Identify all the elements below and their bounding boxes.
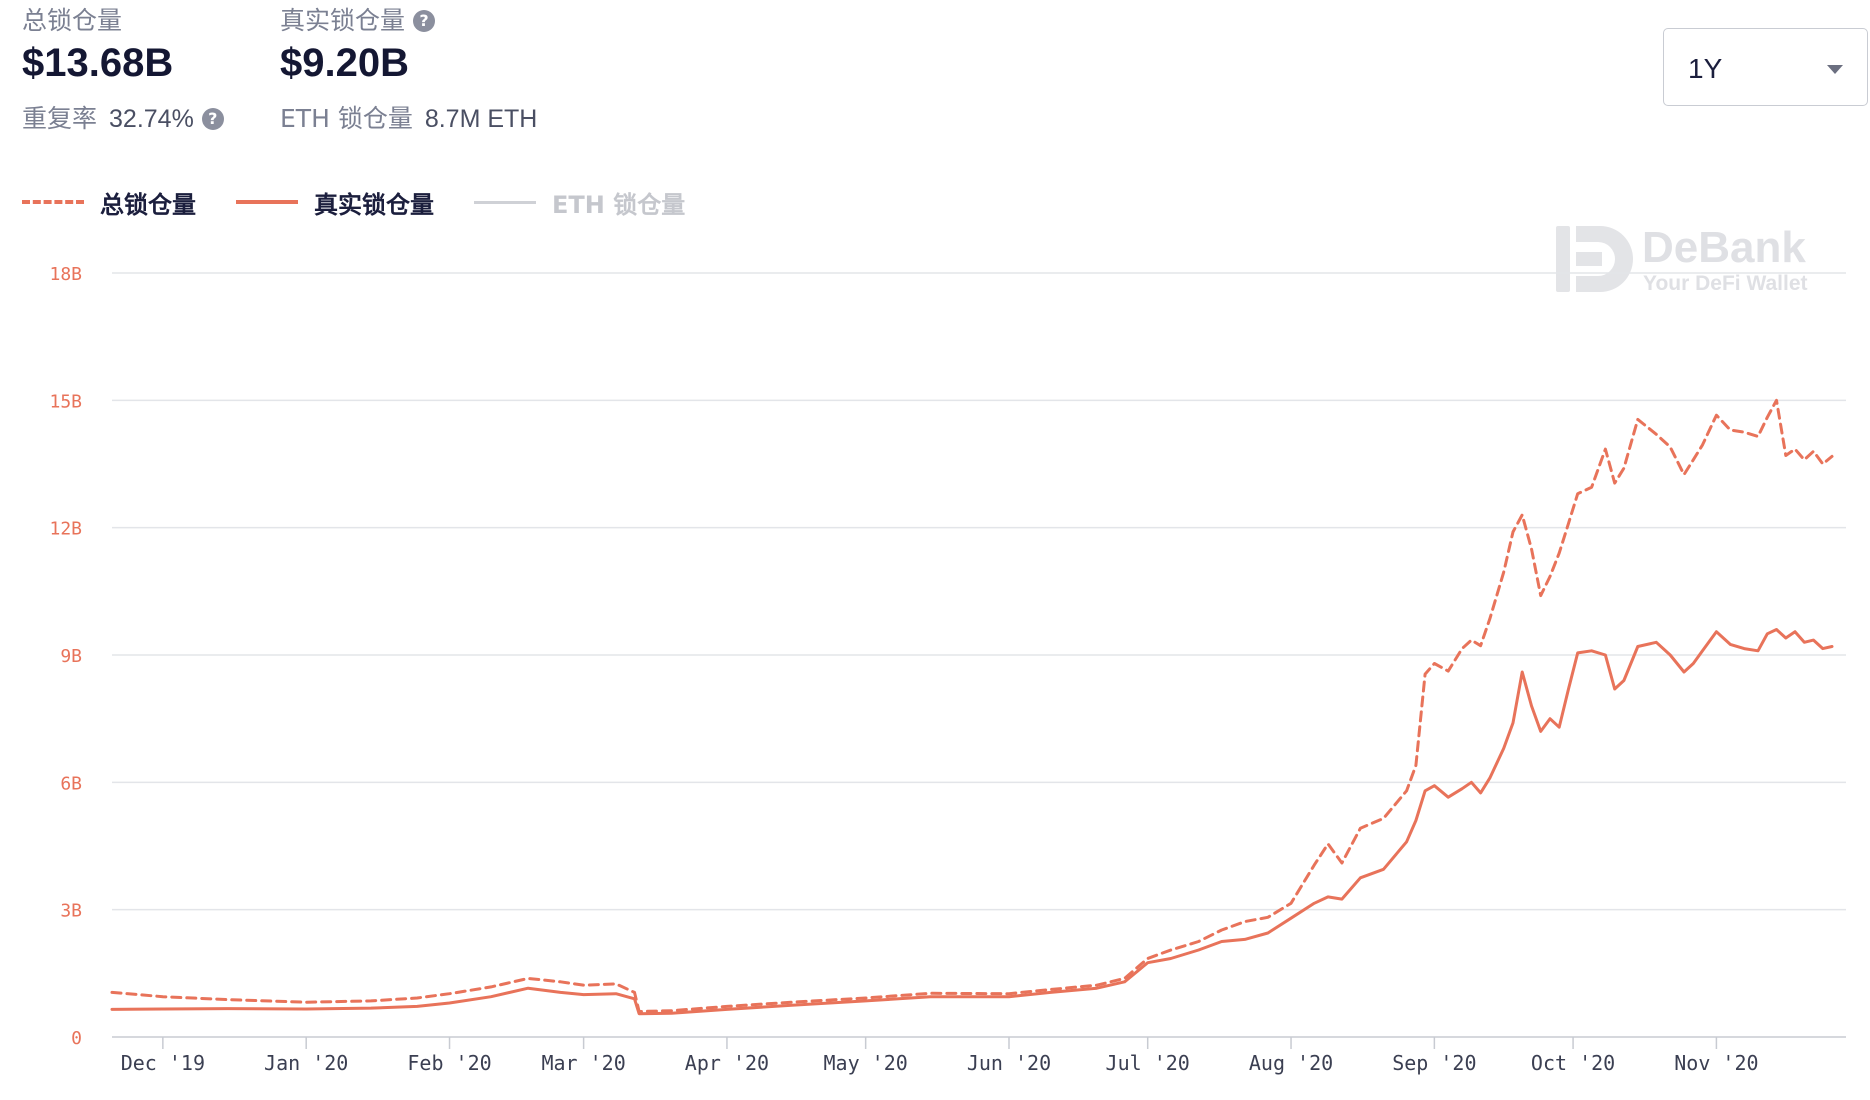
x-axis: Dec '19 Jan '20 Feb '20 Mar '20 Apr '20 May '… bbox=[121, 1037, 1759, 1075]
stat-real-locked: 真实锁仓量? $9.20B ETH 锁仓量 8.7M ETH bbox=[280, 6, 537, 134]
x-tick-label: Jul '20 bbox=[1106, 1051, 1190, 1075]
watermark-brand: DeBank bbox=[1642, 223, 1806, 272]
series-lines bbox=[110, 398, 1834, 1016]
y-tick-label: 0 bbox=[71, 1028, 82, 1049]
legend-item-eth[interactable]: ETH 锁仓量 bbox=[474, 185, 685, 220]
eth-locked: ETH 锁仓量 8.7M ETH bbox=[280, 104, 537, 134]
y-axis-ticks: 0 3B 6B 9B 12B 15B 18B bbox=[49, 264, 82, 1049]
repeat-rate-value: 32.74% bbox=[109, 105, 194, 133]
chart-legend: 总锁仓量 真实锁仓量 ETH 锁仓量 bbox=[22, 185, 725, 219]
debank-logo-icon bbox=[1556, 226, 1633, 292]
x-tick-label: Aug '20 bbox=[1249, 1051, 1333, 1075]
chevron-down-icon bbox=[1827, 65, 1843, 74]
series-line-1 bbox=[110, 628, 1834, 1016]
legend-swatch-grey bbox=[474, 200, 536, 204]
period-select[interactable]: 1Y bbox=[1663, 28, 1868, 106]
repeat-rate-help-icon[interactable]: ? bbox=[201, 108, 224, 130]
real-locked-value: $9.20B bbox=[280, 41, 409, 85]
x-tick-label: Jun '20 bbox=[967, 1051, 1051, 1075]
legend-item-real[interactable]: 真实锁仓量 bbox=[236, 185, 434, 220]
repeat-rate: 重复率 32.74%? bbox=[22, 104, 224, 134]
eth-locked-value: 8.7M ETH bbox=[424, 105, 538, 133]
legend-label-eth: ETH 锁仓量 bbox=[552, 190, 686, 219]
legend-label-real: 真实锁仓量 bbox=[314, 190, 434, 219]
x-tick-label: May '20 bbox=[824, 1051, 908, 1075]
repeat-rate-label: 重复率 bbox=[22, 104, 98, 133]
debank-watermark: DeBank Your DeFi Wallet bbox=[1556, 223, 1808, 295]
series-line-0 bbox=[110, 398, 1834, 1013]
legend-item-total[interactable]: 总锁仓量 bbox=[22, 185, 196, 220]
gridlines bbox=[112, 272, 1846, 1038]
x-tick-label: Feb '20 bbox=[407, 1051, 491, 1075]
y-tick-label: 18B bbox=[49, 264, 82, 285]
eth-locked-label: ETH 锁仓量 bbox=[280, 104, 413, 133]
x-tick-label: Nov '20 bbox=[1674, 1051, 1758, 1075]
total-locked-label: 总锁仓量 bbox=[22, 6, 123, 35]
period-select-value: 1Y bbox=[1688, 53, 1723, 84]
x-tick-label: Dec '19 bbox=[121, 1051, 205, 1075]
x-tick-label: Oct '20 bbox=[1531, 1051, 1615, 1075]
watermark-tagline: Your DeFi Wallet bbox=[1643, 272, 1808, 295]
y-tick-label: 12B bbox=[49, 519, 82, 540]
real-locked-label: 真实锁仓量? bbox=[280, 6, 537, 36]
real-locked-help-icon[interactable]: ? bbox=[413, 10, 436, 32]
real-locked-label-text: 真实锁仓量 bbox=[280, 6, 406, 35]
legend-swatch-solid bbox=[236, 200, 298, 204]
x-tick-label: Jan '20 bbox=[264, 1051, 348, 1075]
legend-swatch-dashed bbox=[22, 200, 84, 204]
y-tick-label: 9B bbox=[60, 646, 82, 667]
y-tick-label: 15B bbox=[49, 391, 82, 412]
x-tick-label: Mar '20 bbox=[541, 1051, 625, 1075]
x-tick-label: Apr '20 bbox=[685, 1051, 769, 1075]
legend-label-total: 总锁仓量 bbox=[100, 190, 196, 219]
y-tick-label: 6B bbox=[60, 773, 82, 794]
total-locked-value: $13.68B bbox=[22, 41, 174, 85]
x-tick-label: Sep '20 bbox=[1392, 1051, 1476, 1075]
y-tick-label: 3B bbox=[60, 901, 82, 922]
stat-total-locked: 总锁仓量 $13.68B 重复率 32.74%? bbox=[22, 6, 224, 134]
